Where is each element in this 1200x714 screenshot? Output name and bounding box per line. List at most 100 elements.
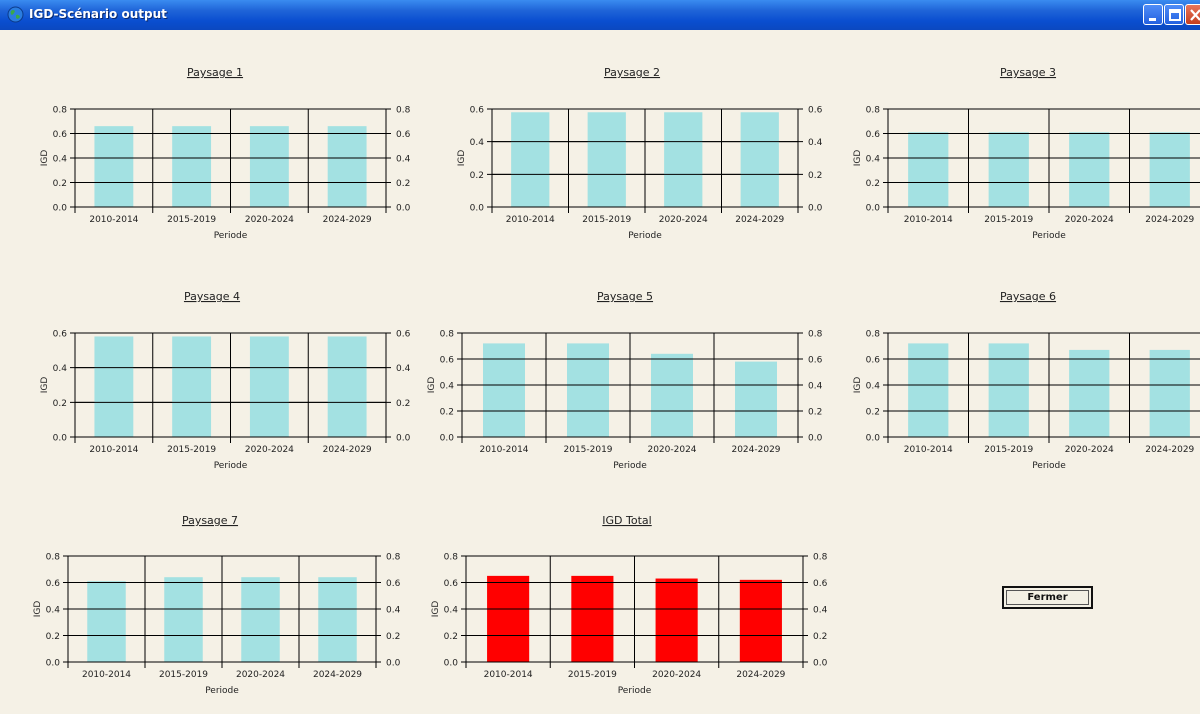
- bar-paysage-4: [249, 336, 289, 437]
- bar-igd-total: [655, 578, 698, 662]
- x-tick-label-igd-total: 2015-2019: [568, 670, 617, 680]
- y-axis-label-paysage-7: IGD: [33, 601, 43, 618]
- x-tick-label-paysage-2: 2020-2024: [659, 215, 708, 225]
- y-tick-label-paysage-1: 0.6: [53, 130, 68, 140]
- y-tick-label-paysage-3: 0.8: [866, 106, 881, 116]
- y-tick-label-igd-total: 0.8: [444, 553, 459, 563]
- y2-tick-label-paysage-2: 0.4: [808, 138, 823, 148]
- y-tick-label-paysage-4: 0.4: [53, 364, 68, 374]
- x-tick-label-paysage-5: 2010-2014: [479, 445, 528, 455]
- y-tick-label-paysage-4: 0.0: [53, 434, 68, 444]
- bar-paysage-3: [1069, 132, 1110, 207]
- y-tick-label-paysage-1: 0.2: [53, 179, 67, 189]
- y-axis-label-paysage-1: IGD: [40, 150, 50, 167]
- x-tick-label-paysage-3: 2020-2024: [1065, 215, 1114, 225]
- y-tick-label-paysage-7: 0.8: [46, 553, 61, 563]
- y-tick-label-paysage-5: 0.6: [440, 356, 455, 366]
- chart-title-paysage-4: Paysage 4: [184, 290, 240, 303]
- y-tick-label-igd-total: 0.6: [444, 579, 459, 589]
- bar-paysage-2: [664, 112, 703, 207]
- y-tick-label-paysage-1: 0.0: [53, 204, 68, 214]
- y2-tick-label-igd-total: 0.0: [813, 659, 828, 669]
- x-tick-label-paysage-2: 2024-2029: [735, 215, 784, 225]
- y-tick-label-paysage-2: 0.4: [470, 138, 485, 148]
- x-tick-label-paysage-1: 2010-2014: [89, 215, 138, 225]
- minimize-button[interactable]: [1143, 4, 1163, 25]
- bar-paysage-7: [318, 577, 357, 662]
- y-tick-label-paysage-4: 0.2: [53, 399, 67, 409]
- y-tick-label-paysage-6: 0.8: [866, 330, 881, 340]
- y2-tick-label-igd-total: 0.6: [813, 579, 828, 589]
- bar-paysage-3: [988, 132, 1029, 207]
- bar-paysage-4: [94, 336, 134, 437]
- x-axis-label-paysage-5: Periode: [613, 461, 647, 471]
- bar-paysage-5: [483, 343, 525, 437]
- y2-tick-label-igd-total: 0.8: [813, 553, 828, 563]
- y-tick-label-paysage-1: 0.8: [53, 106, 68, 116]
- x-axis-label-paysage-2: Periode: [628, 231, 662, 241]
- y2-tick-label-igd-total: 0.2: [813, 632, 827, 642]
- chart-title-paysage-1: Paysage 1: [187, 66, 243, 79]
- charts-panel: Paysage 1 0.0 0.0 0.2 0.2 0.4 0.4 0.6 0.6 0.8 0.8 2…: [33, 66, 1200, 696]
- bar-paysage-6: [1149, 349, 1190, 437]
- bar-paysage-6: [1069, 349, 1110, 437]
- bar-paysage-1: [327, 126, 367, 207]
- bar-paysage-4: [327, 336, 367, 437]
- y-tick-label-igd-total: 0.2: [444, 632, 458, 642]
- y2-tick-label-paysage-7: 0.4: [386, 606, 401, 616]
- x-tick-label-paysage-4: 2024-2029: [323, 445, 372, 455]
- y-axis-label-igd-total: IGD: [431, 601, 441, 618]
- y-tick-label-paysage-7: 0.0: [46, 659, 61, 669]
- y2-tick-label-paysage-1: 0.4: [396, 155, 411, 165]
- x-axis-label-paysage-1: Periode: [214, 231, 248, 241]
- x-tick-label-paysage-1: 2015-2019: [167, 215, 216, 225]
- bar-paysage-3: [1149, 132, 1190, 207]
- bar-paysage-3: [908, 132, 949, 207]
- y2-tick-label-paysage-7: 0.6: [386, 579, 401, 589]
- y2-tick-label-paysage-4: 0.2: [396, 399, 410, 409]
- x-tick-label-igd-total: 2010-2014: [484, 670, 533, 680]
- y-axis-label-paysage-4: IGD: [40, 377, 50, 394]
- y2-tick-label-paysage-4: 0.4: [396, 364, 411, 374]
- y2-tick-label-paysage-2: 0.2: [808, 171, 822, 181]
- y-tick-label-paysage-2: 0.6: [470, 106, 485, 116]
- bar-paysage-2: [740, 112, 779, 207]
- y-tick-label-paysage-6: 0.4: [866, 382, 881, 392]
- bar-paysage-7: [241, 577, 280, 662]
- bar-paysage-5: [651, 353, 693, 437]
- bar-paysage-7: [87, 581, 126, 662]
- y-tick-label-paysage-1: 0.4: [53, 155, 68, 165]
- maximize-button[interactable]: [1164, 4, 1184, 25]
- y-tick-label-paysage-7: 0.2: [46, 632, 60, 642]
- x-tick-label-paysage-3: 2024-2029: [1145, 215, 1194, 225]
- y2-tick-label-paysage-5: 0.6: [808, 356, 823, 366]
- y-tick-label-paysage-4: 0.6: [53, 330, 68, 340]
- x-tick-label-paysage-4: 2010-2014: [89, 445, 138, 455]
- y-tick-label-igd-total: 0.0: [444, 659, 459, 669]
- bar-paysage-6: [908, 343, 949, 437]
- chart-title-paysage-2: Paysage 2: [604, 66, 660, 79]
- x-tick-label-igd-total: 2024-2029: [736, 670, 785, 680]
- y-axis-label-paysage-6: IGD: [853, 377, 863, 394]
- x-tick-label-paysage-6: 2010-2014: [904, 445, 953, 455]
- x-tick-label-paysage-2: 2015-2019: [582, 215, 631, 225]
- x-tick-label-paysage-6: 2024-2029: [1145, 445, 1194, 455]
- x-tick-label-paysage-4: 2020-2024: [245, 445, 294, 455]
- x-tick-label-paysage-4: 2015-2019: [167, 445, 216, 455]
- x-tick-label-igd-total: 2020-2024: [652, 670, 701, 680]
- x-tick-label-paysage-7: 2024-2029: [313, 670, 362, 680]
- y2-tick-label-paysage-4: 0.6: [396, 330, 411, 340]
- bar-paysage-4: [172, 336, 212, 437]
- y2-tick-label-paysage-4: 0.0: [396, 434, 411, 444]
- window-title: IGD-Scénario output: [29, 7, 167, 21]
- close-button[interactable]: [1185, 4, 1200, 25]
- y-axis-label-paysage-5: IGD: [427, 377, 437, 394]
- y-tick-label-paysage-7: 0.6: [46, 579, 61, 589]
- y2-tick-label-paysage-7: 0.8: [386, 553, 401, 563]
- x-axis-label-paysage-7: Periode: [205, 686, 239, 696]
- close-icon: [1190, 9, 1200, 21]
- x-tick-label-paysage-3: 2015-2019: [984, 215, 1033, 225]
- fermer-button[interactable]: Fermer: [1002, 586, 1093, 609]
- y2-tick-label-paysage-7: 0.2: [386, 632, 400, 642]
- chart-title-paysage-5: Paysage 5: [597, 290, 653, 303]
